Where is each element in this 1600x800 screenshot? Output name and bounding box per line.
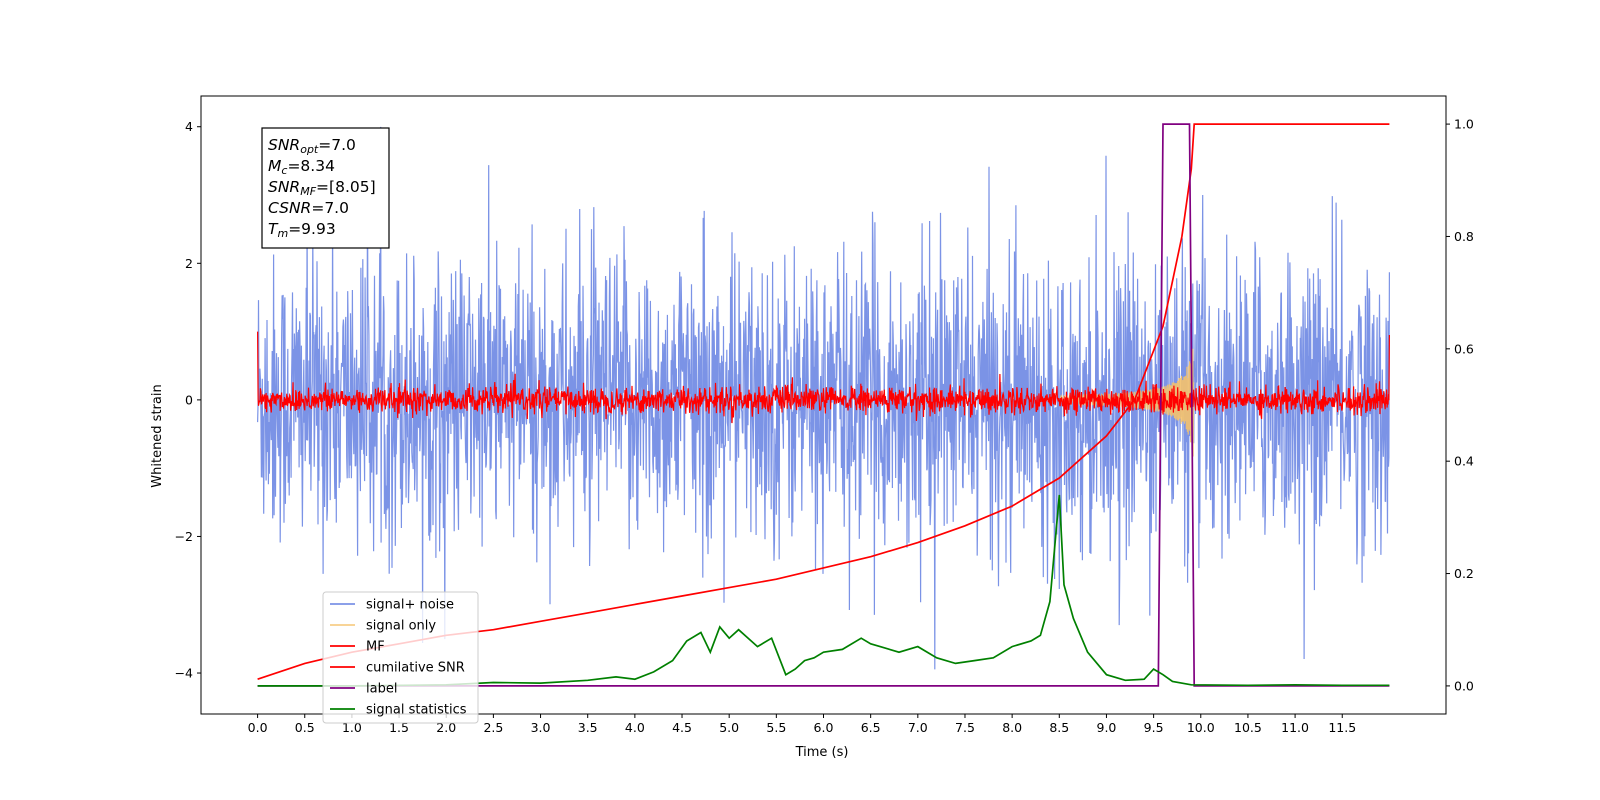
series-mf <box>257 331 1391 424</box>
annotation-line: Mc=8.34 <box>268 157 335 177</box>
y-tick-label-right: 1.0 <box>1454 117 1474 132</box>
x-tick-label: 4.5 <box>672 720 692 735</box>
legend-label-signal-statistics: signal statistics <box>366 703 467 718</box>
y-tick-label-left: −2 <box>175 529 193 544</box>
x-tick-label: 11.0 <box>1281 720 1309 735</box>
x-tick-label: 11.5 <box>1328 720 1356 735</box>
annotation-line: CSNR=7.0 <box>268 199 349 217</box>
legend-label-mf: MF <box>366 640 385 655</box>
y-tick-label-right: 0.6 <box>1454 341 1474 356</box>
legend-label-cumilative-snr: cumilative SNR <box>366 661 465 676</box>
x-tick-label: 5.0 <box>719 720 739 735</box>
y-tick-label-right: 0.8 <box>1454 229 1474 244</box>
legend-label-label: label <box>366 682 397 697</box>
x-tick-label: 5.5 <box>766 720 786 735</box>
legend-label-signal-only: signal only <box>366 619 436 634</box>
y-tick-label-right: 0.0 <box>1454 678 1474 693</box>
x-tick-label: 2.5 <box>483 720 503 735</box>
y-tick-label-left: 4 <box>185 119 193 134</box>
x-tick-label: 7.5 <box>955 720 975 735</box>
x-tick-label: 3.5 <box>578 720 598 735</box>
x-tick-label: 8.5 <box>1049 720 1069 735</box>
x-axis-label: Time (s) <box>795 745 849 760</box>
x-tick-label: 1.0 <box>342 720 362 735</box>
x-tick-label: 7.0 <box>908 720 928 735</box>
x-tick-label: 6.0 <box>814 720 834 735</box>
y-tick-label-left: 0 <box>185 392 193 407</box>
legend-label-signal-noise: signal+ noise <box>366 598 454 613</box>
y-tick-label-right: 0.4 <box>1454 454 1474 469</box>
annotation-line: Tm=9.93 <box>268 220 336 240</box>
y-tick-label-left: −4 <box>175 666 193 681</box>
legend: signal+ noise signal only MF cumilative SNR… <box>322 591 479 724</box>
x-tick-label: 0.5 <box>295 720 315 735</box>
legend-frame <box>322 591 479 724</box>
x-tick-label: 2.0 <box>436 720 456 735</box>
x-tick-label: 1.5 <box>389 720 409 735</box>
x-tick-label: 3.0 <box>531 720 551 735</box>
x-tick-label: 0.0 <box>248 720 268 735</box>
y-tick-label-left: 2 <box>185 256 193 271</box>
x-tick-label: 9.5 <box>1144 720 1164 735</box>
y-tick-label-right: 0.2 <box>1454 566 1474 581</box>
x-tick-label: 10.0 <box>1187 720 1215 735</box>
x-tick-label: 10.5 <box>1234 720 1262 735</box>
x-tick-label: 9.0 <box>1097 720 1117 735</box>
series-signal-noise <box>257 126 1391 670</box>
axes: 0.0 0.5 1.0 1.5 2.0 2.5 3.0 3.5 4.0 4.5 5.0 5.5 6.0 6… <box>175 95 1474 735</box>
annotation-frame <box>261 127 390 249</box>
annotation-line: SNRMF=[8.05] <box>268 178 376 198</box>
x-tick-label: 4.0 <box>625 720 645 735</box>
x-tick-label: 6.5 <box>861 720 881 735</box>
annotation-line: SNRopt=7.0 <box>268 136 356 156</box>
x-tick-label: 8.0 <box>1002 720 1022 735</box>
y-axis-label: Whitened strain <box>150 384 165 487</box>
series-signal-statistics <box>257 494 1390 687</box>
